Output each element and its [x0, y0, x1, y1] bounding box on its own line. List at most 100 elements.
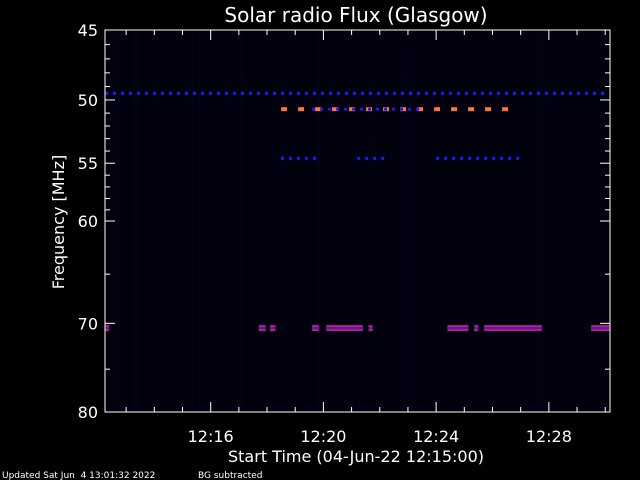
band-segment: [537, 91, 540, 95]
band-segment: [416, 107, 420, 111]
band-segment: [417, 91, 420, 95]
band-segment: [385, 91, 388, 95]
band-segment: [451, 107, 458, 112]
band-segment: [492, 156, 496, 160]
band-segment: [441, 91, 444, 95]
band-segment: [209, 91, 212, 95]
band-segment: [553, 91, 556, 95]
band-segment: [201, 91, 204, 95]
band-segment: [457, 91, 460, 95]
band-segment: [332, 107, 339, 112]
band-segment: [137, 91, 140, 95]
x-tick-label: 12:28: [526, 427, 572, 446]
band-segment: [505, 91, 508, 95]
band-segment: [417, 107, 424, 112]
band-burst-core: [105, 327, 110, 330]
y-axis-ticks: 45 50 55 60 70 80: [78, 21, 610, 422]
band-segment: [337, 91, 340, 95]
band-segment: [593, 91, 596, 95]
y-tick-label: 60: [78, 212, 98, 231]
band-segment: [328, 107, 332, 111]
band-segment: [185, 91, 188, 95]
band-segment: [444, 156, 448, 160]
band-segment: [545, 91, 548, 95]
band-segment: [392, 107, 396, 111]
x-tick-label: 12:16: [188, 427, 234, 446]
band-segment: [373, 156, 377, 160]
band-segment: [452, 156, 456, 160]
band-segment: [585, 91, 588, 95]
band-segment: [484, 156, 488, 160]
band-burst-core: [484, 327, 542, 330]
band-segment: [485, 107, 492, 112]
band-segment: [113, 91, 116, 95]
band-segment: [336, 107, 340, 111]
band-segment: [601, 91, 604, 95]
band-segment: [377, 91, 380, 95]
band-segment: [384, 107, 388, 111]
band-segment: [401, 91, 404, 95]
band-segment: [297, 91, 300, 95]
band-segment: [129, 91, 132, 95]
band-segment: [408, 107, 412, 111]
band-segment: [436, 156, 440, 160]
band-segment: [361, 91, 364, 95]
band-segment: [313, 156, 317, 160]
band-segment: [516, 156, 520, 160]
band-segment: [225, 91, 228, 95]
band-segment: [365, 156, 369, 160]
band-segment: [569, 91, 572, 95]
band-burst-core: [269, 327, 276, 330]
band-segment: [368, 107, 372, 111]
band-segment: [468, 107, 475, 112]
y-tick-label: 50: [78, 91, 98, 110]
band-segment: [357, 156, 361, 160]
band-segment: [298, 107, 305, 112]
band-burst-core: [474, 327, 479, 330]
band-segment: [497, 91, 500, 95]
x-tick-label: 12:24: [413, 427, 459, 446]
band-segment: [521, 91, 524, 95]
band-segment: [476, 156, 480, 160]
y-tick-label: 70: [78, 314, 98, 333]
band-segment: [513, 91, 516, 95]
band-segment: [305, 91, 308, 95]
y-axis-label: Frequency [MHz]: [49, 155, 68, 289]
band-segment: [281, 107, 288, 112]
band-burst-core: [258, 327, 266, 330]
band-segment: [241, 91, 244, 95]
band-segment: [449, 91, 452, 95]
band-segment: [289, 156, 293, 160]
band-segment: [425, 91, 428, 95]
band-segment: [360, 107, 364, 111]
band-segment: [312, 107, 316, 111]
band-segment: [313, 91, 316, 95]
band-burst-core: [591, 327, 610, 330]
band-burst-core: [447, 327, 469, 330]
band-segment: [468, 156, 472, 160]
band-segment: [393, 91, 396, 95]
band-burst-core: [326, 327, 363, 330]
band-segment: [352, 107, 356, 111]
band-segment: [257, 91, 260, 95]
band-segment: [345, 91, 348, 95]
band-segment: [121, 91, 124, 95]
band-segment: [169, 91, 172, 95]
band-segment: [105, 91, 108, 95]
band-segment: [502, 107, 509, 112]
band-segment: [409, 91, 412, 95]
band-segment: [177, 91, 180, 95]
band-segment: [434, 107, 441, 112]
x-axis-label: Start Time (04-Jun-22 12:15:00): [228, 447, 484, 466]
band-segment: [265, 91, 268, 95]
y-tick-label: 45: [78, 21, 98, 40]
band-segment: [561, 91, 564, 95]
band-segment: [145, 91, 148, 95]
band-segment: [297, 156, 301, 160]
band-segment: [433, 91, 436, 95]
band-burst-core: [312, 327, 320, 330]
band-segment: [289, 91, 292, 95]
band-segment: [508, 156, 512, 160]
band-segment: [400, 107, 404, 111]
